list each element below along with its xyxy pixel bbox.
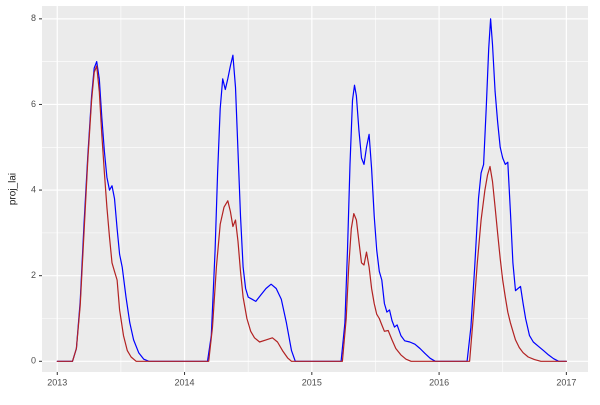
y-axis-title: proj_lai <box>7 172 19 206</box>
x-tick-label: 2014 <box>175 377 195 387</box>
x-tick-label: 2017 <box>556 377 576 387</box>
y-tick-label: 6 <box>31 99 36 109</box>
x-tick-label: 2013 <box>47 377 67 387</box>
y-tick-label: 2 <box>31 270 36 280</box>
x-tick-label: 2016 <box>429 377 449 387</box>
blue-series-line <box>56 18 567 362</box>
y-tick-label: 4 <box>31 184 36 194</box>
y-tick-label: 8 <box>31 13 36 23</box>
plot-panel <box>42 6 588 372</box>
y-tick-label: 0 <box>31 356 36 366</box>
x-tick-label: 2015 <box>302 377 322 387</box>
red-series-line <box>56 65 567 362</box>
